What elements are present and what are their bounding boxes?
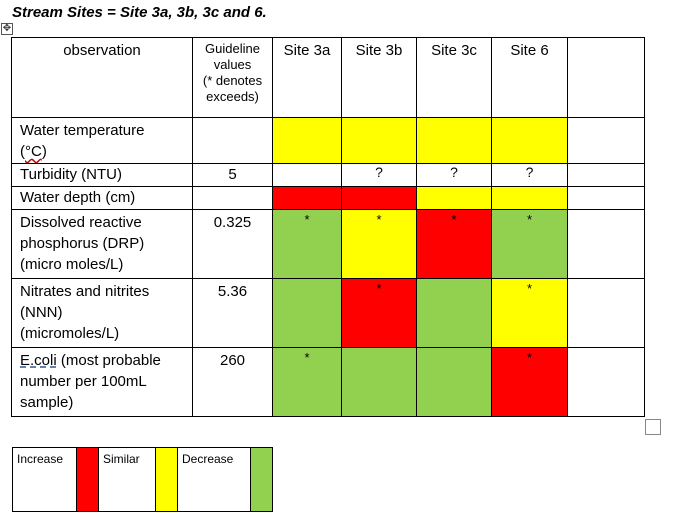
header-guideline: Guideline values (* denotes exceeds) xyxy=(192,37,273,118)
empty-cell xyxy=(567,186,645,210)
legend-increase-label: Increase xyxy=(12,447,77,512)
observation-turbidity: Turbidity (NTU) xyxy=(11,163,193,187)
table-row: E.coli (most probable number per 100mL s… xyxy=(11,347,645,417)
stream-sites-table: observation Guideline values (* denotes … xyxy=(11,37,645,417)
guideline-value: 5.36 xyxy=(192,278,273,348)
guideline-value: 5 xyxy=(192,163,273,187)
site-cell: ? xyxy=(341,163,417,187)
table-row: Turbidity (NTU) 5 ? ? ? xyxy=(11,163,645,187)
guideline-value xyxy=(192,186,273,210)
site-cell xyxy=(491,117,568,164)
table-row: Water depth (cm) xyxy=(11,186,645,210)
guideline-value: 260 xyxy=(192,347,273,417)
observation-line: E.coli (most probable xyxy=(20,352,161,369)
empty-cell xyxy=(567,163,645,187)
header-observation: observation xyxy=(11,37,193,118)
ecoli-text: E.coli xyxy=(20,352,57,369)
empty-cell xyxy=(567,347,645,417)
table-resize-handle[interactable] xyxy=(645,419,661,435)
site-cell: * xyxy=(341,278,417,348)
document-title: Stream Sites = Site 3a, 3b, 3c and 6. xyxy=(12,4,267,21)
site-cell: ? xyxy=(416,163,492,187)
observation-line: Dissolved reactive xyxy=(20,214,142,231)
header-guideline-line: Guideline xyxy=(205,41,260,56)
site-cell: * xyxy=(491,209,568,279)
observation-line: (micro moles/L) xyxy=(20,256,124,273)
header-site-3b: Site 3b xyxy=(341,37,417,118)
observation-line: (NNN) xyxy=(20,304,63,321)
observation-line: (micromoles/L) xyxy=(20,325,120,342)
site-cell xyxy=(272,117,342,164)
header-empty-cell xyxy=(567,37,645,118)
empty-cell xyxy=(567,278,645,348)
observation-line: sample) xyxy=(20,394,74,411)
site-cell xyxy=(416,186,492,210)
observation-water-temperature: Water temperature (°C) xyxy=(11,117,193,164)
site-cell xyxy=(341,347,417,417)
legend-decrease-label: Decrease xyxy=(177,447,251,512)
legend-similar-swatch xyxy=(155,447,178,512)
observation-drp: Dissolved reactive phosphorus (DRP) (mic… xyxy=(11,209,193,279)
legend-increase-swatch xyxy=(76,447,99,512)
site-cell xyxy=(272,278,342,348)
site-cell: * xyxy=(491,347,568,417)
observation-ecoli: E.coli (most probable number per 100mL s… xyxy=(11,347,193,417)
header-guideline-line: values xyxy=(213,57,252,72)
site-cell: * xyxy=(416,209,492,279)
table-row: Water temperature (°C) xyxy=(11,117,645,164)
header-site-3c: Site 3c xyxy=(416,37,492,118)
legend-decrease-swatch xyxy=(250,447,273,512)
site-cell xyxy=(272,186,342,210)
observation-nnn: Nitrates and nitrites (NNN) (micromoles/… xyxy=(11,278,193,348)
site-cell xyxy=(416,347,492,417)
observation-line: phosphorus (DRP) xyxy=(20,235,145,252)
site-cell xyxy=(272,163,342,187)
observation-water-depth: Water depth (cm) xyxy=(11,186,193,210)
observation-line: (°C) xyxy=(20,143,47,160)
observation-line: Water temperature xyxy=(20,122,145,139)
site-cell xyxy=(491,186,568,210)
site-cell xyxy=(341,186,417,210)
site-cell xyxy=(416,117,492,164)
unit-celsius: °C xyxy=(25,143,42,160)
legend-similar-label: Similar xyxy=(98,447,156,512)
table-row: Dissolved reactive phosphorus (DRP) (mic… xyxy=(11,209,645,279)
empty-cell xyxy=(567,117,645,164)
legend-table: Increase Similar Decrease xyxy=(12,447,273,512)
header-site-3a: Site 3a xyxy=(272,37,342,118)
site-cell: ? xyxy=(491,163,568,187)
site-cell: * xyxy=(491,278,568,348)
header-guideline-line: (* denotes xyxy=(202,73,263,88)
guideline-value: 0.325 xyxy=(192,209,273,279)
table-header-row: observation Guideline values (* denotes … xyxy=(11,37,645,118)
empty-cell xyxy=(567,209,645,279)
site-cell: * xyxy=(272,209,342,279)
header-guideline-line: exceeds) xyxy=(206,89,259,104)
table-row: Nitrates and nitrites (NNN) (micromoles/… xyxy=(11,278,645,348)
site-cell: * xyxy=(341,209,417,279)
guideline-value xyxy=(192,117,273,164)
observation-line: number per 100mL xyxy=(20,373,147,390)
site-cell xyxy=(416,278,492,348)
site-cell xyxy=(341,117,417,164)
observation-line: Nitrates and nitrites xyxy=(20,283,150,300)
table-move-handle-icon[interactable]: ✥ xyxy=(1,23,13,35)
header-site-6: Site 6 xyxy=(491,37,568,118)
site-cell: * xyxy=(272,347,342,417)
